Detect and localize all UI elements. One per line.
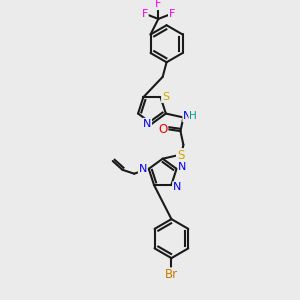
Text: S: S <box>162 92 169 102</box>
Text: S: S <box>177 149 184 162</box>
Text: N: N <box>178 162 187 172</box>
Text: N: N <box>139 164 147 174</box>
Text: N: N <box>143 118 151 129</box>
Text: N: N <box>183 112 191 122</box>
Text: F: F <box>169 9 175 19</box>
Text: F: F <box>155 0 161 9</box>
Text: H: H <box>189 112 197 122</box>
Text: Br: Br <box>165 268 178 281</box>
Text: N: N <box>173 182 181 192</box>
Text: F: F <box>142 9 148 19</box>
Text: O: O <box>158 123 168 136</box>
